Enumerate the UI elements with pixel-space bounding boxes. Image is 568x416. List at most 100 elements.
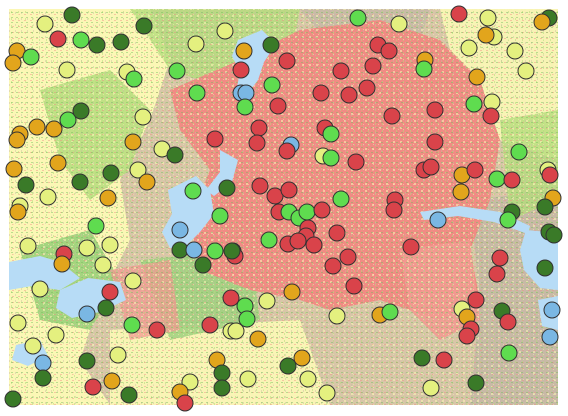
site-marker-red (289, 232, 307, 250)
site-marker-yellow (58, 61, 76, 79)
site-marker-dark-green (97, 299, 115, 317)
site-marker-red (222, 289, 240, 307)
site-marker-red (482, 107, 500, 125)
site-marker-light-green (510, 143, 528, 161)
site-marker-blue (541, 328, 559, 346)
site-marker-orange (5, 160, 23, 178)
site-marker-orange (235, 42, 253, 60)
site-marker-yellow (479, 9, 497, 27)
site-marker-blue (78, 305, 96, 323)
site-marker-dark-green (102, 164, 120, 182)
site-marker-orange (468, 68, 486, 86)
site-marker-orange (9, 203, 27, 221)
site-marker-red (358, 79, 376, 97)
site-marker-red (148, 321, 166, 339)
site-marker-light-green (206, 242, 224, 260)
site-marker-red (269, 97, 287, 115)
site-marker-red (422, 158, 440, 176)
site-marker-light-green (72, 31, 90, 49)
site-marker-yellow (216, 22, 234, 40)
site-marker-dark-green (413, 349, 431, 367)
site-marker-yellow (31, 280, 49, 298)
site-marker-red (339, 248, 357, 266)
site-marker-red (340, 86, 358, 104)
river-central (206, 150, 238, 196)
site-marker-dark-green (467, 374, 485, 392)
site-marker-dark-green (536, 198, 554, 216)
site-marker-light-green (465, 95, 483, 113)
site-marker-yellow (422, 379, 440, 397)
site-marker-yellow (517, 62, 535, 80)
site-marker-light-green (263, 76, 281, 94)
site-marker-dark-green (112, 33, 130, 51)
site-marker-dark-green (279, 357, 297, 375)
site-marker-red (332, 62, 350, 80)
site-marker-light-green (188, 84, 206, 102)
site-marker-red (402, 238, 420, 256)
site-marker-red (466, 161, 484, 179)
site-marker-blue (543, 301, 561, 319)
site-marker-light-green (184, 182, 202, 200)
site-marker-red (380, 42, 398, 60)
site-marker-orange (49, 154, 67, 172)
site-marker-red (328, 224, 346, 242)
site-marker-yellow (101, 236, 119, 254)
site-marker-orange (283, 283, 301, 301)
site-marker-red (383, 107, 401, 125)
site-marker-light-green (211, 207, 229, 225)
site-marker-yellow (129, 161, 147, 179)
site-marker-yellow (36, 15, 54, 33)
site-marker-red (250, 119, 268, 137)
site-marker-dark-green (545, 226, 563, 244)
site-marker-red (450, 5, 468, 23)
site-marker-red (426, 133, 444, 151)
site-marker-red (312, 84, 330, 102)
site-marker-yellow (47, 326, 65, 344)
site-marker-light-green (125, 70, 143, 88)
site-marker-dark-green (536, 259, 554, 277)
site-marker-light-green (22, 48, 40, 66)
site-marker-light-green (381, 303, 399, 321)
site-marker-orange (28, 118, 46, 136)
site-marker-dark-green (223, 242, 241, 260)
site-marker-red (467, 291, 485, 309)
site-marker-orange (477, 26, 495, 44)
site-marker-red (385, 201, 403, 219)
river-east (420, 206, 530, 234)
site-marker-red (278, 142, 296, 160)
site-marker-red (345, 277, 363, 295)
site-marker-orange (452, 183, 470, 201)
site-marker-red (435, 351, 453, 369)
site-marker-light-green (298, 203, 316, 221)
site-marker-dark-green (262, 36, 280, 54)
site-marker-red (324, 257, 342, 275)
site-marker-yellow (24, 337, 42, 355)
site-marker-red (101, 283, 119, 301)
site-marker-yellow (78, 239, 96, 257)
site-marker-orange (138, 173, 156, 191)
site-marker-light-green (238, 310, 256, 328)
site-marker-light-green (500, 344, 518, 362)
site-marker-blue (185, 241, 203, 259)
site-marker-red (278, 52, 296, 70)
site-marker-yellow (124, 272, 142, 290)
site-marker-dark-green (34, 369, 52, 387)
site-marker-red (232, 61, 250, 79)
site-marker-light-green (322, 125, 340, 143)
site-marker-light-green (349, 9, 367, 27)
site-marker-dark-green (135, 17, 153, 35)
site-marker-red (313, 201, 331, 219)
site-marker-blue (171, 221, 189, 239)
site-marker-yellow (460, 39, 478, 57)
site-marker-red (541, 166, 559, 184)
site-marker-red (491, 249, 509, 267)
site-marker-light-green (59, 111, 77, 129)
site-marker-light-green (168, 62, 186, 80)
site-marker-yellow (506, 42, 524, 60)
site-marker-red (280, 181, 298, 199)
site-marker-yellow (94, 256, 112, 274)
site-marker-dark-green (17, 176, 35, 194)
site-marker-orange (103, 372, 121, 390)
site-marker-dark-green (78, 352, 96, 370)
